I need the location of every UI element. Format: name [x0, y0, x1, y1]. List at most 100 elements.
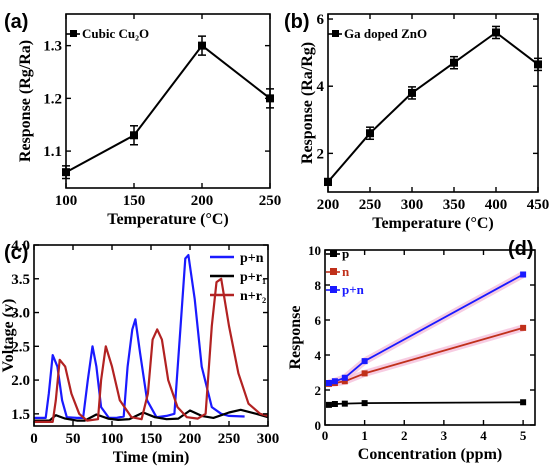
legend: Ga doped ZnO	[328, 26, 427, 41]
data-point	[341, 400, 348, 407]
data-point	[408, 88, 416, 97]
panel-label: (a)	[4, 11, 28, 33]
x-tick-label: 300	[257, 431, 280, 447]
chart-panel-b: (b) 200 250 300 350 400 450 2 4 6 Temperature (°C)…	[284, 11, 549, 232]
legend-label: p	[342, 246, 349, 261]
y-axis-label: Response (Ra/Rg)	[299, 42, 316, 164]
series-0	[62, 35, 274, 180]
data-point	[361, 358, 368, 365]
chart-panel-d: (d) 0 1 2 3 4 5 0 2 4 6 8 10 Concentration (ppm) Respo…	[287, 238, 536, 463]
y-axis-label: Response (Rg/Ra)	[17, 40, 34, 162]
legend: pn p+n	[326, 246, 365, 297]
panel-label: (b)	[284, 11, 310, 33]
legend: Cubic Cu₂O	[66, 26, 149, 41]
series-0	[34, 254, 245, 419]
legend-marker	[330, 286, 337, 293]
y-tick-label: 10	[308, 243, 321, 258]
y-tick-label: 1.3	[43, 39, 62, 55]
y-tick-label: 1.2	[43, 91, 62, 107]
series-2	[34, 277, 269, 423]
legend-marker	[330, 250, 337, 257]
series-line	[34, 277, 269, 423]
plot-frame	[327, 13, 539, 193]
data-point	[492, 28, 500, 37]
legend-label: Cubic Cu₂O	[82, 26, 149, 41]
panel-label: (c)	[4, 242, 28, 264]
x-tick-label: 300	[401, 197, 424, 213]
legend-label: p+r₁	[240, 270, 266, 285]
x-tick-label: 150	[140, 431, 163, 447]
x-tick-label: 400	[485, 197, 508, 213]
x-tick-label: 5	[520, 428, 527, 443]
legend-marker	[70, 30, 77, 37]
x-tick-label: 4	[480, 428, 487, 443]
series-2	[325, 271, 527, 386]
y-axis-label: Voltage (v)	[0, 299, 17, 373]
legend-label: p+n	[240, 251, 264, 266]
series-line	[65, 44, 271, 174]
panel-label: (d)	[508, 238, 534, 260]
y-tick-label: 2.5	[11, 339, 30, 355]
x-axis-label: Temperature (°C)	[107, 211, 228, 228]
x-tick-label: 100	[101, 431, 124, 447]
data-point	[331, 401, 338, 407]
y-tick-label: 6	[315, 313, 322, 328]
x-axis-label: Temperature (°C)	[372, 215, 493, 232]
x-tick-label: 0	[30, 431, 38, 447]
x-tick-label: 50	[66, 431, 81, 447]
data-point	[450, 58, 458, 67]
x-tick-label: 200	[179, 431, 202, 447]
y-axis-label: Response	[287, 305, 304, 369]
series-line	[34, 254, 245, 419]
legend-marker	[332, 30, 339, 37]
y-tick-label: 4.0	[11, 238, 30, 254]
legend-marker	[330, 268, 337, 275]
y-tick-label: 2	[315, 383, 322, 398]
y-tick-label: 0	[315, 418, 322, 433]
data-point	[331, 378, 338, 385]
series-line	[328, 401, 524, 406]
data-point	[341, 374, 348, 381]
y-tick-label: 8	[315, 278, 322, 293]
data-point	[520, 399, 527, 406]
y-tick-label: 1.1	[43, 144, 62, 160]
plot-frame	[324, 249, 536, 426]
y-tick-label: 2.0	[11, 373, 30, 389]
x-tick-label: 3	[441, 428, 448, 443]
x-tick-label: 2	[401, 428, 408, 443]
plot-frame	[33, 244, 269, 427]
series-0	[324, 25, 542, 187]
x-tick-label: 350	[443, 197, 466, 213]
legend-label: n	[342, 264, 350, 279]
x-tick-label: 250	[259, 193, 282, 209]
y-tick-label: 2	[317, 146, 325, 162]
x-tick-label: 100	[55, 193, 78, 209]
y-tick-label: 4	[317, 79, 325, 95]
data-point	[198, 41, 206, 50]
x-tick-label: 250	[218, 431, 241, 447]
legend: p+n p+r₁ n+r₂	[210, 251, 266, 304]
y-tick-label: 3.5	[11, 272, 30, 288]
series-line	[328, 327, 524, 385]
x-axis-label: Time (min)	[113, 449, 190, 466]
x-tick-label: 200	[191, 193, 214, 209]
x-tick-label: 250	[359, 197, 382, 213]
legend-label: n+r₂	[240, 289, 266, 304]
series-line	[327, 31, 539, 183]
legend-label: p+n	[342, 282, 365, 297]
legend-label: Ga doped ZnO	[344, 26, 427, 41]
y-tick-label: 1.5	[11, 407, 30, 423]
x-tick-label: 150	[123, 193, 146, 209]
data-point	[130, 131, 138, 140]
x-tick-label: 200	[317, 197, 340, 213]
chart-panel-c: (c) 0 50 100 150 200 250 300 1.5 2.0 2.5 3.0 3.5 4.0 T…	[0, 238, 279, 466]
data-point	[325, 380, 332, 386]
data-point	[361, 400, 368, 407]
y-tick-label: 6	[317, 12, 325, 28]
x-axis-label: Concentration (ppm)	[358, 446, 502, 463]
data-point	[520, 271, 527, 278]
data-point	[366, 129, 374, 138]
data-point	[520, 324, 527, 331]
data-point	[341, 378, 348, 385]
